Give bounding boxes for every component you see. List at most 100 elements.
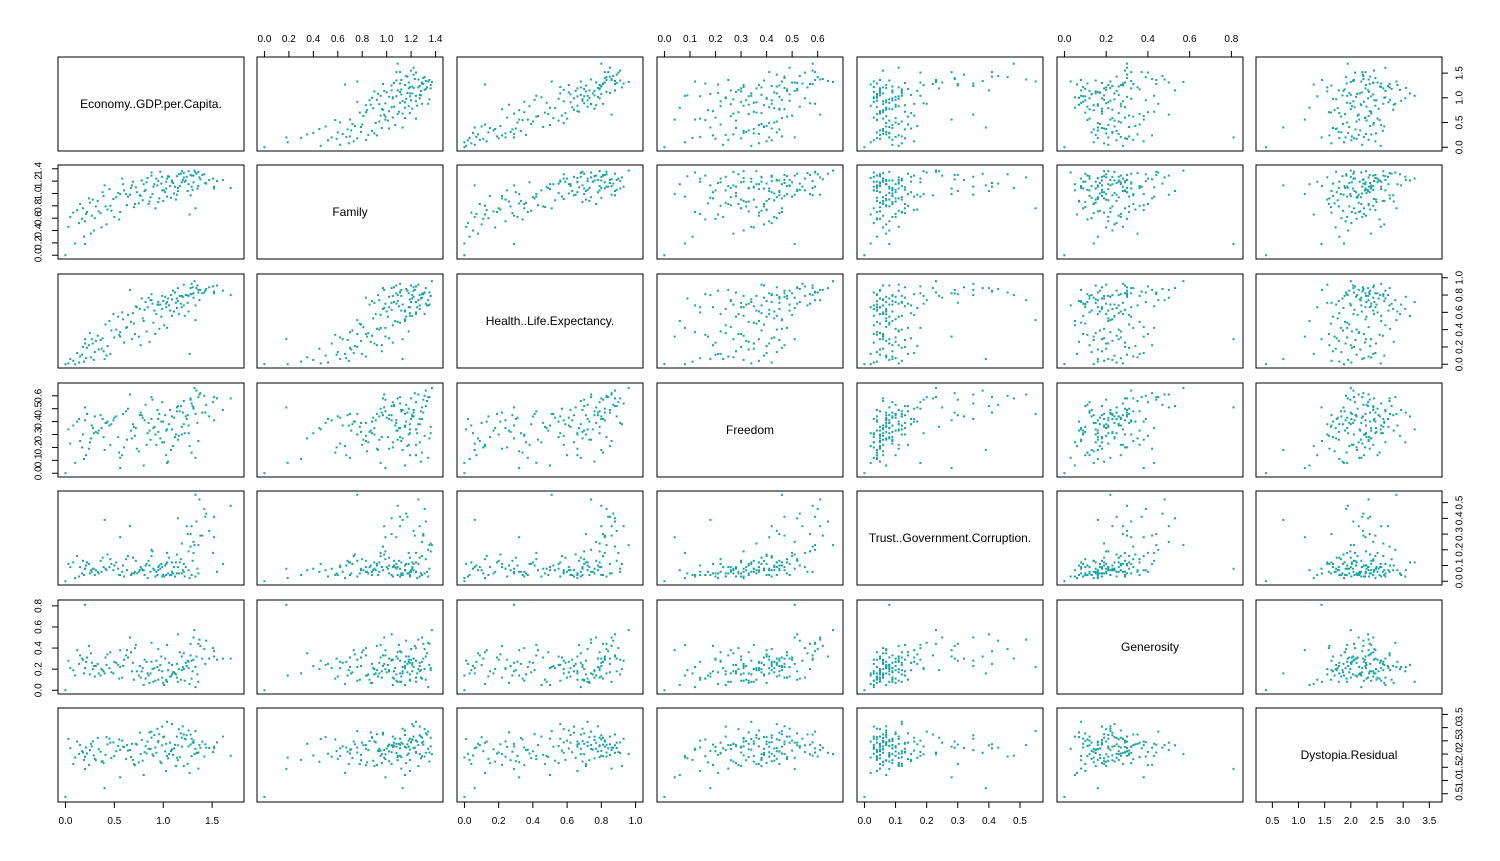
- data-point: [418, 670, 421, 673]
- data-point: [468, 574, 471, 576]
- data-point: [186, 414, 189, 417]
- data-point: [1380, 188, 1383, 191]
- data-point: [1368, 572, 1371, 575]
- data-point: [596, 86, 599, 89]
- data-point: [178, 185, 181, 188]
- data-point: [188, 577, 191, 580]
- data-point: [673, 118, 676, 121]
- data-point: [465, 225, 468, 228]
- data-point: [501, 562, 504, 565]
- data-point: [1146, 203, 1149, 205]
- data-point: [763, 223, 765, 226]
- data-point: [590, 78, 593, 81]
- data-point: [562, 434, 565, 437]
- data-point: [160, 655, 163, 658]
- data-point: [1073, 575, 1076, 578]
- data-point: [1111, 131, 1114, 134]
- data-point: [407, 660, 410, 663]
- data-point: [755, 294, 758, 297]
- data-point: [112, 313, 115, 316]
- data-point: [1115, 182, 1118, 184]
- data-point: [1132, 115, 1135, 118]
- data-point: [117, 315, 120, 318]
- data-point: [339, 660, 342, 663]
- data-point: [717, 213, 720, 216]
- data-point: [1355, 328, 1358, 331]
- data-point: [1094, 187, 1097, 190]
- data-point: [189, 398, 192, 401]
- data-point: [410, 397, 413, 400]
- data-point: [519, 432, 522, 435]
- data-point: [405, 639, 408, 642]
- data-point: [1076, 83, 1078, 86]
- data-point: [132, 678, 135, 681]
- data-point: [1144, 418, 1147, 420]
- data-point: [1124, 575, 1126, 578]
- data-point: [97, 348, 100, 351]
- data-point: [581, 566, 584, 569]
- data-point: [740, 572, 743, 575]
- data-point: [504, 132, 507, 135]
- data-point: [415, 551, 417, 554]
- data-point: [492, 210, 495, 213]
- data-point: [757, 561, 760, 564]
- data-point: [122, 412, 125, 415]
- data-point: [780, 319, 783, 322]
- data-point: [1361, 566, 1364, 569]
- data-point: [1364, 419, 1367, 422]
- data-point: [1130, 97, 1133, 100]
- data-point: [1111, 569, 1114, 572]
- data-point: [814, 185, 817, 188]
- data-point: [773, 107, 776, 110]
- panel-4-2: [456, 490, 644, 586]
- data-point: [1387, 525, 1389, 528]
- data-point: [341, 661, 344, 664]
- data-point: [110, 671, 113, 674]
- data-point: [605, 185, 608, 188]
- data-point: [1367, 566, 1370, 569]
- data-point: [372, 317, 375, 320]
- data-point: [941, 81, 944, 84]
- data-point: [399, 436, 402, 439]
- data-point: [157, 566, 160, 569]
- data-point: [1132, 193, 1135, 196]
- data-point: [742, 567, 745, 570]
- data-point: [157, 648, 160, 651]
- data-point: [740, 207, 743, 210]
- data-point: [158, 327, 161, 330]
- data-point: [875, 82, 878, 85]
- data-point: [379, 643, 382, 646]
- data-point: [903, 421, 906, 424]
- data-point: [85, 660, 87, 663]
- data-point: [608, 671, 611, 674]
- data-point: [410, 418, 413, 420]
- data-point: [67, 362, 70, 365]
- data-point: [513, 214, 516, 217]
- data-point: [826, 520, 829, 523]
- data-point: [588, 566, 591, 569]
- data-point: [1092, 450, 1095, 453]
- data-point: [150, 641, 153, 644]
- data-point: [1073, 96, 1076, 99]
- data-point: [79, 355, 82, 358]
- data-point: [396, 657, 399, 660]
- data-point: [401, 449, 404, 451]
- panel-frame: [1056, 56, 1244, 152]
- data-point: [567, 183, 570, 186]
- data-point: [1373, 99, 1376, 102]
- data-point: [778, 191, 781, 194]
- data-point: [605, 394, 608, 397]
- data-point: [1117, 423, 1120, 426]
- data-point: [879, 184, 881, 187]
- data-point: [919, 195, 922, 198]
- data-point: [391, 341, 394, 344]
- data-point: [557, 655, 560, 658]
- data-point: [327, 575, 329, 578]
- data-point: [783, 108, 786, 111]
- data-point: [477, 232, 480, 235]
- panel-frame: [1056, 382, 1244, 478]
- data-point: [518, 674, 521, 677]
- data-point: [169, 409, 172, 411]
- data-point: [581, 409, 584, 411]
- data-point: [115, 196, 118, 199]
